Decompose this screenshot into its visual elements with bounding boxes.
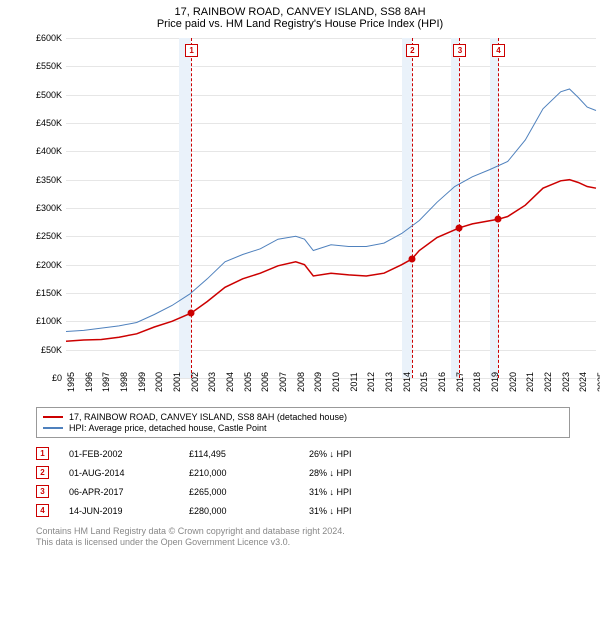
legend: 17, RAINBOW ROAD, CANVEY ISLAND, SS8 8AH…	[36, 407, 570, 438]
transaction-marker: 1	[36, 447, 49, 460]
y-tick-label: £300K	[36, 203, 62, 213]
x-tick-label: 1995	[66, 372, 76, 392]
x-tick-label: 2014	[402, 372, 412, 392]
x-tick-label: 2020	[508, 372, 518, 392]
x-tick-label: 2013	[384, 372, 394, 392]
chart-container: 17, RAINBOW ROAD, CANVEY ISLAND, SS8 8AH…	[0, 0, 600, 620]
sale-marker-dot	[456, 224, 463, 231]
x-tick-label: 2012	[366, 372, 376, 392]
x-tick-label: 2015	[419, 372, 429, 392]
x-tick-label: 2005	[243, 372, 253, 392]
y-tick-label: £150K	[36, 288, 62, 298]
transaction-diff: 26% ↓ HPI	[309, 449, 389, 459]
sale-marker-box: 4	[492, 44, 505, 57]
y-tick-label: £250K	[36, 231, 62, 241]
x-tick-label: 2010	[331, 372, 341, 392]
transaction-price: £210,000	[189, 468, 309, 478]
x-tick-label: 2003	[207, 372, 217, 392]
legend-item: HPI: Average price, detached house, Cast…	[43, 423, 563, 433]
x-tick-label: 2001	[172, 372, 182, 392]
y-tick-label: £100K	[36, 316, 62, 326]
footer: Contains HM Land Registry data © Crown c…	[36, 526, 570, 547]
chart-lines	[66, 38, 596, 378]
x-tick-label: 2008	[296, 372, 306, 392]
transaction-diff: 31% ↓ HPI	[309, 487, 389, 497]
transaction-date: 06-APR-2017	[69, 487, 189, 497]
x-tick-label: 2006	[260, 372, 270, 392]
transaction-marker: 2	[36, 466, 49, 479]
transaction-date: 01-FEB-2002	[69, 449, 189, 459]
chart-subtitle: Price paid vs. HM Land Registry's House …	[0, 18, 600, 36]
transaction-diff: 28% ↓ HPI	[309, 468, 389, 478]
x-tick-label: 2023	[561, 372, 571, 392]
transaction-date: 01-AUG-2014	[69, 468, 189, 478]
y-tick-label: £50K	[41, 345, 62, 355]
x-tick-label: 2000	[154, 372, 164, 392]
x-tick-label: 1997	[101, 372, 111, 392]
transaction-row: 4 14-JUN-2019£280,00031% ↓ HPI	[36, 501, 570, 520]
x-axis: 1995199619971998199920002001200220032004…	[66, 378, 596, 402]
x-tick-label: 2011	[349, 372, 359, 391]
x-tick-label: 1996	[84, 372, 94, 392]
legend-swatch	[43, 427, 63, 429]
x-tick-label: 2007	[278, 372, 288, 392]
y-tick-label: £500K	[36, 90, 62, 100]
transaction-date: 14-JUN-2019	[69, 506, 189, 516]
x-tick-label: 2009	[313, 372, 323, 392]
transaction-row: 3 06-APR-2017£265,00031% ↓ HPI	[36, 482, 570, 501]
x-tick-label: 2019	[490, 372, 500, 392]
plot-region: 1 2 3 4	[66, 38, 596, 378]
footer-line: Contains HM Land Registry data © Crown c…	[36, 526, 570, 536]
transaction-diff: 31% ↓ HPI	[309, 506, 389, 516]
sale-marker-box: 1	[185, 44, 198, 57]
x-tick-label: 2004	[225, 372, 235, 392]
transaction-price: £280,000	[189, 506, 309, 516]
legend-item: 17, RAINBOW ROAD, CANVEY ISLAND, SS8 8AH…	[43, 412, 563, 422]
sale-marker-box: 3	[453, 44, 466, 57]
transaction-price: £114,495	[189, 449, 309, 459]
y-tick-label: £450K	[36, 118, 62, 128]
y-tick-label: £600K	[36, 33, 62, 43]
footer-line: This data is licensed under the Open Gov…	[36, 537, 570, 547]
x-tick-label: 1998	[119, 372, 129, 392]
sale-marker-dot	[188, 310, 195, 317]
x-tick-label: 2022	[543, 372, 553, 392]
legend-label: HPI: Average price, detached house, Cast…	[69, 423, 266, 433]
transaction-row: 1 01-FEB-2002£114,49526% ↓ HPI	[36, 444, 570, 463]
x-tick-label: 2016	[437, 372, 447, 392]
x-tick-label: 2017	[455, 372, 465, 392]
x-tick-label: 1999	[137, 372, 147, 392]
x-tick-label: 2021	[525, 372, 535, 392]
sale-marker-dot	[408, 256, 415, 263]
chart-area: £0 £50K £100K £150K £200K £250K £300K £350K £400…	[30, 38, 600, 403]
y-tick-label: £200K	[36, 260, 62, 270]
transaction-price: £265,000	[189, 487, 309, 497]
legend-label: 17, RAINBOW ROAD, CANVEY ISLAND, SS8 8AH…	[69, 412, 347, 422]
y-tick-label: £550K	[36, 61, 62, 71]
x-tick-label: 2002	[190, 372, 200, 392]
sale-marker-box: 2	[406, 44, 419, 57]
x-tick-label: 2018	[472, 372, 482, 392]
transaction-row: 2 01-AUG-2014£210,00028% ↓ HPI	[36, 463, 570, 482]
y-tick-label: £400K	[36, 146, 62, 156]
chart-title: 17, RAINBOW ROAD, CANVEY ISLAND, SS8 8AH	[0, 0, 600, 18]
series-line	[66, 180, 596, 342]
x-tick-label: 2025	[596, 372, 600, 392]
y-tick-label: £0	[52, 373, 62, 383]
transaction-marker: 4	[36, 504, 49, 517]
transactions-table: 1 01-FEB-2002£114,49526% ↓ HPI 2 01-AUG-201…	[36, 444, 570, 520]
legend-swatch	[43, 416, 63, 418]
x-tick-label: 2024	[578, 372, 588, 392]
sale-marker-dot	[494, 216, 501, 223]
y-tick-label: £350K	[36, 175, 62, 185]
transaction-marker: 3	[36, 485, 49, 498]
y-axis: £0£50K£100K£150K£200K£250K£300K£350K£400…	[30, 38, 64, 378]
